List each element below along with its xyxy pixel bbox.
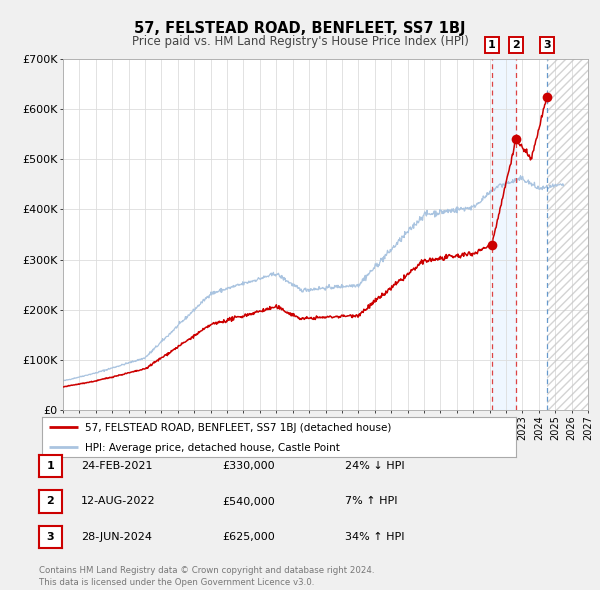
Text: 28-JUN-2024: 28-JUN-2024 [81,532,152,542]
Text: 24% ↓ HPI: 24% ↓ HPI [345,461,404,471]
Bar [492,59,516,410]
Text: 24-FEB-2021: 24-FEB-2021 [81,461,152,471]
Text: Contains HM Land Registry data © Crown copyright and database right 2024.
This d: Contains HM Land Registry data © Crown c… [39,566,374,587]
Text: 3: 3 [543,40,551,50]
Text: 3: 3 [47,532,54,542]
Text: 12-AUG-2022: 12-AUG-2022 [81,497,155,506]
Bar [547,59,588,410]
Text: £540,000: £540,000 [222,497,275,506]
Text: 7% ↑ HPI: 7% ↑ HPI [345,497,398,506]
Text: 2: 2 [47,497,54,506]
Text: £330,000: £330,000 [222,461,275,471]
Text: 57, FELSTEAD ROAD, BENFLEET, SS7 1BJ: 57, FELSTEAD ROAD, BENFLEET, SS7 1BJ [134,21,466,35]
Text: 34% ↑ HPI: 34% ↑ HPI [345,532,404,542]
Text: £625,000: £625,000 [222,532,275,542]
Text: 1: 1 [488,40,496,50]
Text: 57, FELSTEAD ROAD, BENFLEET, SS7 1BJ (detached house): 57, FELSTEAD ROAD, BENFLEET, SS7 1BJ (de… [85,422,391,432]
Text: HPI: Average price, detached house, Castle Point: HPI: Average price, detached house, Cast… [85,443,340,453]
Text: 2: 2 [512,40,520,50]
Text: 1: 1 [47,461,54,471]
Text: Price paid vs. HM Land Registry's House Price Index (HPI): Price paid vs. HM Land Registry's House … [131,35,469,48]
Bar [547,59,588,410]
